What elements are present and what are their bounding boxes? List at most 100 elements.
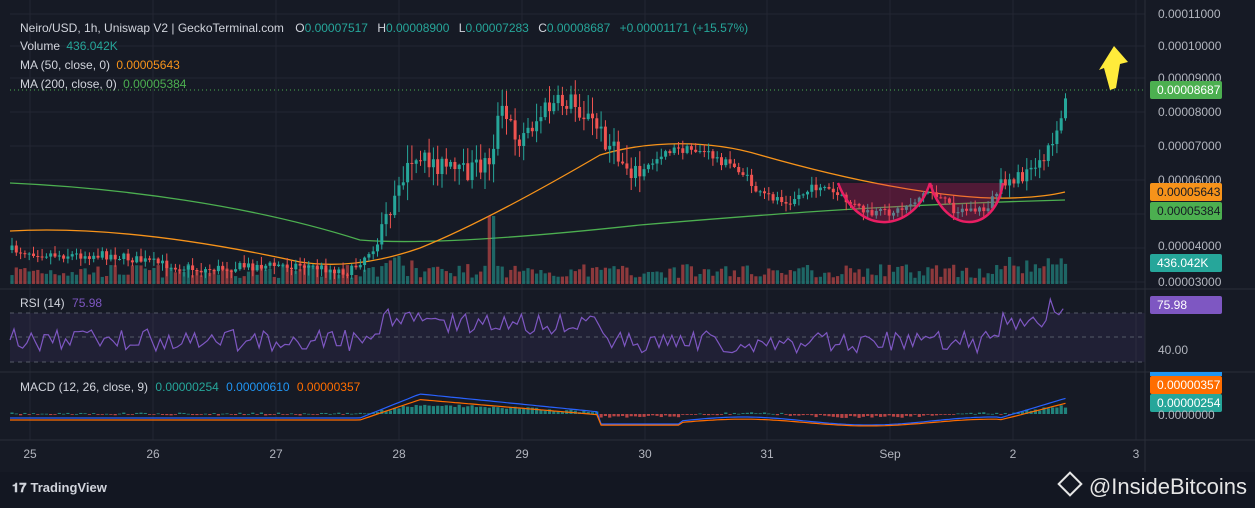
time-tick-6: 31 <box>760 447 774 461</box>
candle-body-128 <box>560 94 564 106</box>
volume-tag-bg <box>1150 254 1222 272</box>
volume-bar-214 <box>930 268 934 284</box>
cup-pattern-shapes <box>836 182 1005 224</box>
last-price-tag-text: 0.00008687 <box>1157 83 1221 97</box>
volume-bar-197 <box>857 269 861 284</box>
time-axis[interactable]: 25 26 27 28 29 30 31 Sep 2 3 <box>23 447 1139 461</box>
ma50-tag-bg <box>1150 183 1222 201</box>
volume-bar-65 <box>289 269 294 284</box>
volume-bar-187 <box>814 277 818 284</box>
candle-body-237 <box>1029 167 1033 170</box>
macd-hist-bar-201 <box>874 414 878 416</box>
macd-hist-bar-177 <box>771 413 775 415</box>
candle-body-127 <box>556 94 560 104</box>
candle-body-187 <box>814 184 818 191</box>
macd-hist-bar-149 <box>651 414 655 416</box>
macd-legend[interactable]: MACD (12, 26, close, 9) 0.00000254 0.000… <box>20 380 360 394</box>
low-label: L <box>458 21 466 35</box>
volume-bar-225 <box>977 268 982 284</box>
macd-hist-bar-33 <box>152 414 156 415</box>
macd-hist-bar-22 <box>105 413 109 415</box>
macd-hist-bar-23 <box>109 414 113 415</box>
last-price-tag-bg <box>1150 81 1222 99</box>
ma50-legend[interactable]: MA (50, close, 0) 0.00005643 <box>20 57 180 73</box>
ma200-legend[interactable]: MA (200, close, 0) 0.00005384 <box>20 76 186 92</box>
macd-hist-bar-156 <box>681 414 685 415</box>
macd-hist-bar-192 <box>836 414 840 418</box>
macd-hist-bar-100 <box>440 405 444 414</box>
candle-body-46 <box>208 269 212 271</box>
volume-bar-11 <box>57 275 61 284</box>
candle-body-121 <box>530 127 534 132</box>
macd-hist-bar-144 <box>629 414 633 417</box>
macd-hist-bar-239 <box>1038 410 1042 414</box>
candle-body-210 <box>913 202 917 205</box>
macd-hist-bar-198 <box>861 414 865 417</box>
volume-bar-194 <box>844 265 848 284</box>
candle-body-192 <box>836 192 840 196</box>
candle-body-239 <box>1038 160 1042 168</box>
symbol-title[interactable]: Neiro/USD, 1h, Uniswap V2 | GeckoTermina… <box>20 21 284 35</box>
macd-hist-bar-168 <box>732 412 736 414</box>
macd-hist-bar-28 <box>130 414 134 415</box>
macd-hist-bar-91 <box>401 405 405 414</box>
time-tick-5: 30 <box>638 447 652 461</box>
candle-body-102 <box>449 161 453 167</box>
macd-hist-bar-205 <box>891 414 896 417</box>
volume-bar-111 <box>487 216 491 284</box>
volume-bar-137 <box>599 269 603 284</box>
macd-hist-bar-104 <box>457 404 461 414</box>
volume-bar-64 <box>285 266 289 284</box>
macd-hist-bar-66 <box>294 414 298 415</box>
candle-body-43 <box>195 270 199 272</box>
macd-hist-bar-53 <box>238 412 242 414</box>
volume-bar-232 <box>1008 256 1012 284</box>
macd-hist-bar-62 <box>277 412 281 414</box>
macd-hist-bar-98 <box>431 406 435 414</box>
chart-canvas[interactable]: 0.000110000.000100000.000090000.00008000… <box>0 0 1255 472</box>
candle-body-158 <box>689 146 693 150</box>
macd-hist-bar-217 <box>943 414 947 415</box>
macd-hist-bar-102 <box>449 405 453 414</box>
volume-bar-195 <box>848 268 853 284</box>
candle-body-18 <box>87 256 91 259</box>
candle-body-103 <box>453 161 457 170</box>
volume-bar-34 <box>156 265 160 284</box>
candle-body-90 <box>397 185 401 196</box>
volume-bar-193 <box>840 274 844 284</box>
volume-bar-163 <box>711 275 715 284</box>
volume-bar-184 <box>801 267 805 284</box>
candle-body-154 <box>672 147 676 154</box>
macd-hist-bar-238 <box>1033 409 1037 414</box>
candle-body-38 <box>173 267 177 270</box>
volume-bar-23 <box>109 265 113 284</box>
candle-body-188 <box>818 187 822 191</box>
volume-legend[interactable]: Volume 436.042K <box>20 38 118 54</box>
candle-body-243 <box>1055 130 1059 145</box>
price-axis[interactable]: 0.000110000.000100000.000090000.00008000… <box>1150 7 1222 422</box>
macd-hist-bar-34 <box>156 413 160 415</box>
macd-line <box>10 393 1066 426</box>
candle-body-5 <box>32 253 35 257</box>
candle-body-37 <box>169 267 173 269</box>
macd-hist-bar-19 <box>92 413 96 414</box>
volume-bar-108 <box>474 274 478 284</box>
candle-body-55 <box>247 263 250 268</box>
price-tick-7: 0.00003000 <box>1158 275 1222 289</box>
volume-bar-62 <box>277 277 281 284</box>
insidebitcoins-text: @InsideBitcoins <box>1088 474 1247 499</box>
candle-body-93 <box>410 162 414 164</box>
macd-hist-bar-81 <box>358 412 362 414</box>
macd-hist-bar-116 <box>509 407 513 414</box>
tradingview-logo[interactable]: 𝟏𝟕 TradingView <box>12 480 107 496</box>
candle-body-67 <box>298 263 302 266</box>
candle-body-179 <box>780 197 784 203</box>
volume-value: 436.042K <box>66 39 118 53</box>
macd-hist-bar-134 <box>586 411 590 414</box>
time-tick-8: 2 <box>1010 447 1017 461</box>
rsi-legend[interactable]: RSI (14) 75.98 <box>20 296 102 310</box>
candle-body-16 <box>79 253 83 259</box>
ma50-label: MA (50, close, 0) <box>20 58 111 72</box>
candle-body-130 <box>569 94 573 109</box>
candle-body-196 <box>853 203 857 205</box>
